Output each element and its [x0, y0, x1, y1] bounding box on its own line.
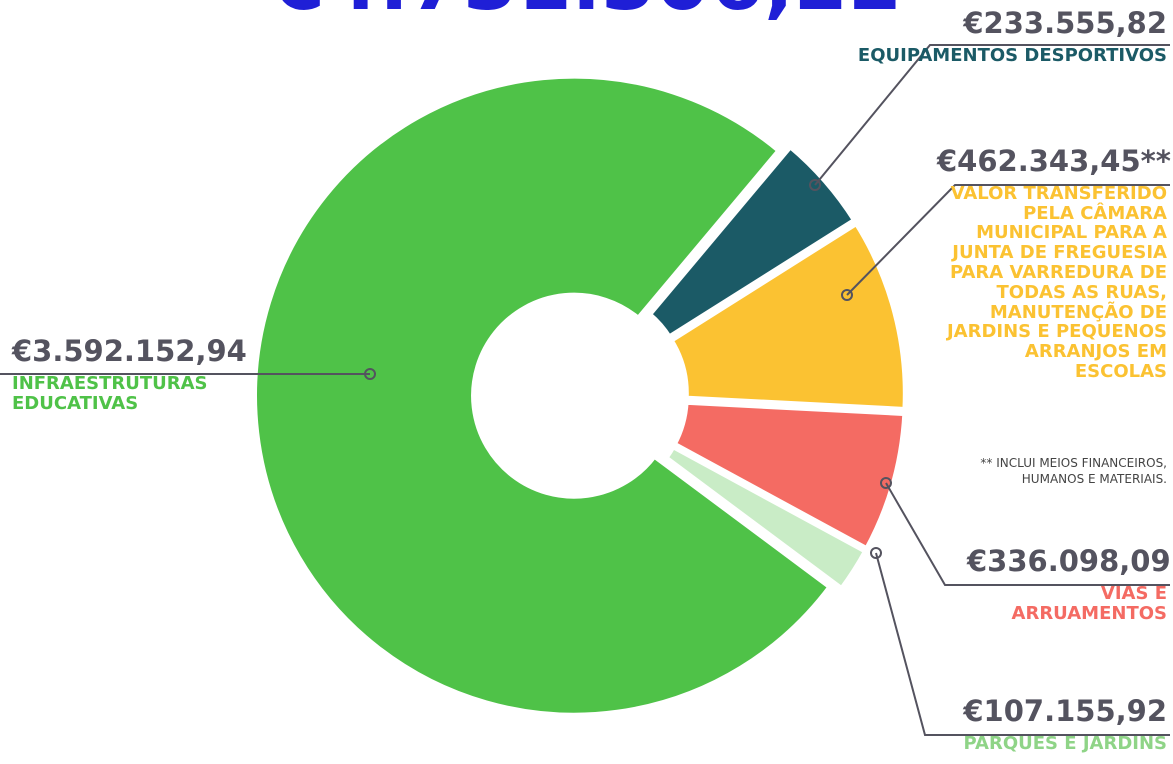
- value-label: €336.098,09: [967, 544, 1171, 578]
- footnote: ** INCLUI MEIOS FINANCEIROS, HUMANOS E M…: [980, 456, 1167, 486]
- donut-slice: [661, 441, 871, 594]
- leader-line: [814, 44, 1170, 186]
- slice-label: €3.592.152,94 INFRAESTRUTURAS EDUCATIVAS: [12, 334, 272, 414]
- leader-dot: [870, 547, 882, 559]
- leader-dot: [841, 289, 853, 301]
- value-label: €462.343,45**: [937, 144, 1171, 178]
- value-label: €107.155,92: [963, 694, 1167, 728]
- slice-label: €462.343,45** VALOR TRANSFERIDO PELA CÂMA…: [937, 144, 1171, 383]
- leader-line: [846, 184, 1170, 296]
- category-label: PARQUES E JARDINS: [963, 732, 1168, 754]
- leader-line: [875, 552, 1170, 736]
- leader-dot: [809, 179, 821, 191]
- donut-slice: [666, 218, 909, 414]
- chart-title: €4.731.306,22: [0, 0, 1173, 28]
- leader-line: [885, 482, 1170, 586]
- slice-label: €233.555,82 EQUIPAMENTOS DESPORTIVOS: [847, 6, 1167, 66]
- slice-label: €336.098,09 VIAS E ARRUAMENTOS: [967, 544, 1171, 624]
- value-label: €3.592.152,94: [12, 334, 247, 368]
- category-label: EQUIPAMENTOS DESPORTIVOS: [857, 44, 1167, 66]
- category-label: VALOR TRANSFERIDO PELA CÂMARA MUNICIPAL …: [946, 182, 1167, 383]
- leader-dot: [880, 477, 892, 489]
- slice-label: €107.155,92 PARQUES E JARDINS: [907, 694, 1168, 754]
- leader-dot: [364, 368, 376, 380]
- donut-slice: [251, 72, 835, 719]
- value-label: €233.555,82: [963, 6, 1167, 40]
- category-label: INFRAESTRUTURAS EDUCATIVAS: [12, 372, 208, 414]
- category-label: VIAS E ARRUAMENTOS: [1011, 582, 1167, 624]
